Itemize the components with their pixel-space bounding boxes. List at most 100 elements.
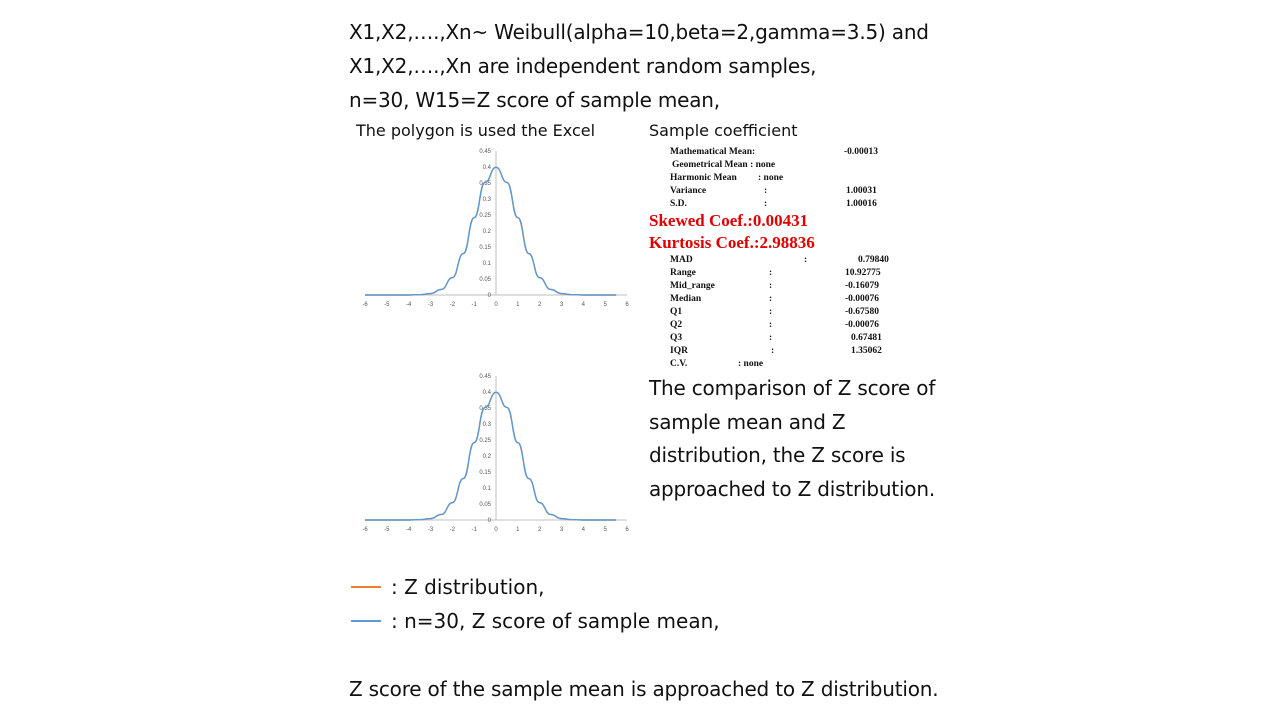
x-tick-label: 1 (516, 527, 520, 533)
comparison-line: The comparison of Z score of (649, 376, 936, 400)
y-tick-label: 0.45 (479, 374, 491, 380)
y-tick-label: 0.4 (483, 165, 492, 171)
stat-value: -0.00076 (845, 320, 880, 330)
stat-separator: : (804, 255, 808, 265)
comparison-paragraph: The comparison of Z score of sample mean… (649, 372, 949, 506)
title-line-3: n=30, W15=Z score of sample mean, (349, 88, 720, 112)
x-tick-label: -5 (384, 527, 390, 533)
stat-row: Q3: 0.67481 (670, 332, 900, 345)
stat-value: 1.00031 (846, 186, 877, 196)
stat-label: C.V. (670, 359, 688, 369)
stat-label: MAD (670, 255, 693, 265)
stat-separator: : (769, 307, 773, 317)
stat-value: -0.00013 (844, 147, 879, 157)
x-tick-label: -2 (450, 302, 456, 308)
legend-label: : Z distribution, (391, 575, 545, 599)
x-tick-label: 5 (603, 527, 607, 533)
stat-row: Mathematical Mean: -0.00013 (670, 146, 900, 159)
stat-label: Harmonic Mean (670, 173, 737, 183)
conclusion-text: Z score of the sample mean is approached… (349, 677, 939, 701)
y-tick-label: 0 (488, 293, 492, 299)
x-tick-label: 5 (603, 302, 607, 308)
x-tick-label: 0 (494, 302, 498, 308)
stat-row: C.V. : none (670, 358, 900, 371)
stat-label: Geometrical Mean : none (672, 160, 776, 170)
stat-label: Range (670, 268, 696, 278)
skewed-coef-text: Skewed Coef.:0.00431 (649, 211, 809, 230)
skewed-coef: Skewed Coef.:0.00431 (649, 211, 808, 231)
x-tick-label: 3 (560, 302, 564, 308)
left-caption: The polygon is used the Excel (356, 121, 596, 140)
stat-separator: : (764, 199, 768, 209)
stat-row: Range: 10.92775 (670, 267, 900, 280)
x-tick-label: 6 (625, 302, 629, 308)
kurtosis-coef: Kurtosis Coef.:2.98836 (649, 233, 815, 253)
stat-separator: : none (738, 359, 764, 369)
x-tick-label: -6 (362, 302, 368, 308)
stat-separator: : (764, 186, 768, 196)
stat-row: IQR: 1.35062 (670, 345, 900, 358)
stat-value: 0.67481 (851, 333, 882, 343)
stat-separator: : (769, 294, 773, 304)
stats-table-bottom: MAD: 0.79840 Range: 10.92775 Mid_range: -0.… (670, 254, 900, 371)
sample_mean-series-line (364, 166, 617, 296)
stat-separator: : (769, 333, 773, 343)
x-tick-label: -1 (471, 302, 477, 308)
stat-label: Median (670, 294, 702, 304)
stat-row: Q2: -0.00076 (670, 319, 900, 332)
stat-value: -0.67580 (845, 307, 880, 317)
stat-label: Q2 (670, 320, 683, 330)
x-tick-label: -4 (406, 527, 412, 533)
y-tick-label: 0.35 (479, 406, 491, 412)
stat-row: Harmonic Mean: none (670, 172, 900, 185)
stat-row: MAD: 0.79840 (670, 254, 900, 267)
y-tick-label: 0.2 (483, 229, 492, 235)
stats-table-top: Mathematical Mean: -0.00013 Geometrical M… (670, 146, 900, 211)
y-tick-label: 0.25 (479, 438, 491, 444)
stat-separator: : (769, 281, 773, 291)
y-tick-label: 0.35 (479, 181, 491, 187)
y-tick-label: 0.3 (483, 422, 492, 428)
title-line-1: X1,X2,….,Xn~ Weibull(alpha=10,beta=2,gam… (349, 20, 929, 44)
stat-value: -0.00076 (845, 294, 880, 304)
stat-separator: : (769, 320, 773, 330)
x-tick-label: -4 (406, 302, 412, 308)
x-tick-label: -5 (384, 302, 390, 308)
stat-row: Mid_range: -0.16079 (670, 280, 900, 293)
comparison-line: approached to Z distribution. (649, 476, 935, 501)
legend-sample-mean: : n=30, Z score of sample mean, (351, 609, 720, 633)
x-tick-label: -2 (450, 527, 456, 533)
x-tick-label: 4 (582, 527, 586, 533)
y-tick-label: 0.05 (479, 277, 491, 283)
y-tick-label: 0.45 (479, 149, 491, 155)
stat-separator: : (769, 268, 773, 278)
x-tick-label: -1 (471, 527, 477, 533)
stat-label: Variance (670, 186, 707, 196)
distribution-chart-1: -6 -5 -4 -3 -2 -1 0 1 2 3 4 5 6 0 0.05 0.1 0.15 0.2 0.25 0.… (355, 143, 635, 311)
stat-label: Mid_range (670, 281, 715, 291)
stat-label: Q1 (670, 307, 683, 317)
legend-z-distribution: : Z distribution, (351, 575, 545, 599)
y-tick-label: 0.05 (479, 502, 491, 508)
x-tick-label: 0 (494, 527, 498, 533)
stat-row: S.D.: 1.00016 (670, 198, 900, 211)
legend-swatch (351, 585, 381, 588)
x-tick-label: 2 (538, 527, 542, 533)
x-tick-label: -3 (428, 302, 434, 308)
y-tick-label: 0.15 (479, 470, 491, 476)
y-tick-label: 0.4 (483, 390, 492, 396)
y-tick-label: 0.25 (479, 213, 491, 219)
x-tick-label: 6 (625, 527, 629, 533)
stat-label: Mathematical Mean: (670, 147, 756, 157)
y-tick-label: 0.15 (479, 245, 491, 251)
x-tick-label: -6 (362, 527, 368, 533)
stat-row: Variance: 1.00031 (670, 185, 900, 198)
y-tick-label: 0 (488, 518, 492, 524)
comparison-line: distribution, the Z score is (649, 443, 906, 467)
y-tick-label: 0.1 (483, 261, 492, 267)
right-caption: Sample coefficient (649, 121, 798, 140)
x-tick-label: 2 (538, 302, 542, 308)
stat-label: IQR (670, 346, 688, 356)
legend-swatch (351, 619, 381, 622)
stat-row: Geometrical Mean : none (670, 159, 900, 172)
